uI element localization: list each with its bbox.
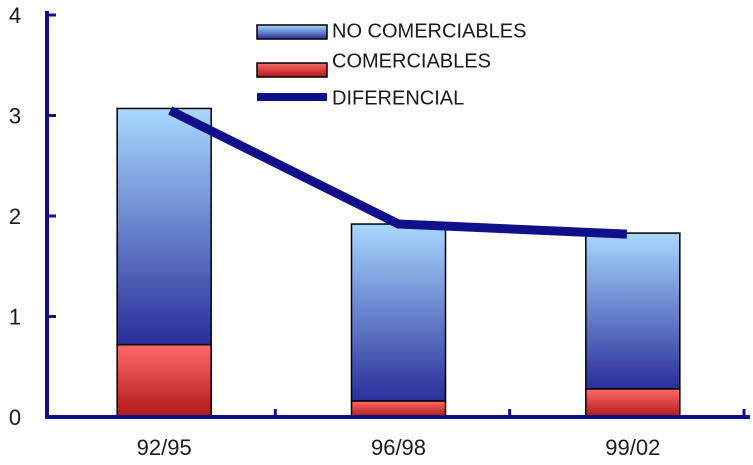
bar-comerciables (350, 400, 447, 418)
y-tick-label: 3 (9, 104, 21, 129)
line-diferencial (168, 106, 628, 239)
bar-no-comerciables (116, 107, 212, 346)
line-layer (168, 106, 628, 239)
legend-swatch-no-comerciables (256, 24, 328, 40)
x-tick-label: 99/02 (605, 435, 660, 460)
legend-label-diferencial: DIFERENCIAL (332, 87, 464, 109)
bar-comerciables (116, 343, 212, 418)
bar-comerciables (585, 388, 681, 418)
bar-no-comerciables (585, 232, 681, 390)
x-tick-label: 92/95 (137, 435, 192, 460)
y-ticks: 0 1 2 3 4 (9, 3, 56, 430)
y-tick-label: 2 (9, 204, 21, 229)
bar-no-comerciables (350, 223, 447, 402)
legend-label-comerciables: COMERCIABLES (332, 50, 491, 72)
y-tick-label: 0 (9, 405, 21, 430)
legend: NO COMERCIABLES COMERCIABLES DIFERENCIAL (256, 20, 526, 109)
bars-layer (116, 107, 681, 418)
x-ticks: 92/95 96/98 99/02 (137, 409, 746, 460)
y-tick-label: 4 (9, 3, 21, 28)
legend-swatch-comerciables (256, 62, 328, 78)
y-tick-label: 1 (9, 305, 21, 330)
legend-label-no-comerciables: NO COMERCIABLES (332, 20, 526, 42)
x-tick-label: 96/98 (371, 435, 426, 460)
